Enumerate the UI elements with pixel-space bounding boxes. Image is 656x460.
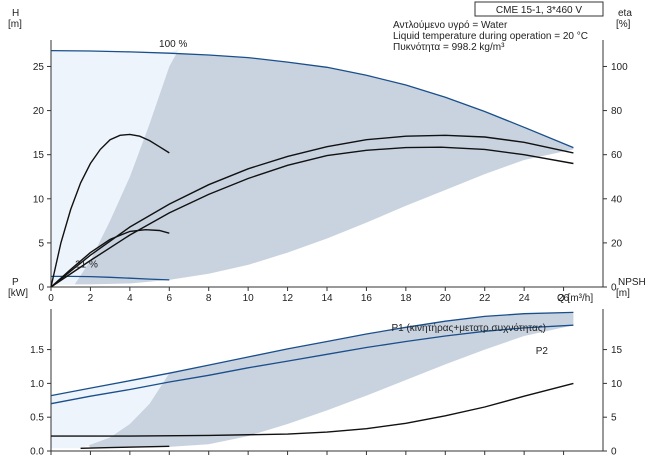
y-left-tick-label: 1.5	[30, 345, 44, 356]
x-tick-label: 18	[400, 293, 412, 304]
low-flow-region	[51, 373, 170, 449]
y-right-title: NPSH	[618, 277, 646, 288]
y-right-tick-label: 0	[611, 447, 617, 458]
y-right-unit: [%]	[616, 19, 631, 30]
y-left-tick-label: 1.0	[30, 379, 44, 390]
speed-annotation: 100 %	[159, 39, 187, 50]
x-tick-label: 10	[243, 293, 255, 304]
y-right-title: eta	[618, 8, 632, 19]
y-right-tick-label: 100	[611, 62, 628, 73]
x-tick-label: 12	[282, 293, 294, 304]
y-right-tick-label: 5	[611, 413, 617, 424]
series-line-5	[50, 228, 170, 288]
x-tick-label: 14	[321, 293, 333, 304]
y-right-tick-label: 60	[611, 150, 623, 161]
series-label-p1: P1 (κινητήρας+μετατρ.συχνότητας)	[391, 322, 546, 334]
low-flow-region	[51, 48, 180, 285]
y-left-unit: [m]	[8, 19, 22, 30]
y-left-tick-label: 10	[33, 194, 45, 205]
y-left-tick-label: 0.5	[30, 413, 44, 424]
y-right-tick-label: 0	[611, 283, 617, 294]
x-tick-label: 26	[558, 293, 570, 304]
series-line-2	[51, 382, 574, 437]
series-line-1	[51, 275, 170, 281]
y-left-tick-label: 25	[33, 62, 45, 73]
y-left-tick-label: 20	[33, 106, 45, 117]
pump-model-label: CME 15-1, 3*460 V	[496, 5, 582, 16]
series-line-3	[80, 445, 170, 449]
y-right-tick-label: 20	[611, 238, 623, 249]
operating-range-band	[51, 312, 574, 448]
series-line-1	[50, 324, 574, 405]
y-left-tick-label: 0	[38, 283, 44, 294]
x-tick-label: 4	[127, 293, 133, 304]
pump-model-box	[474, 1, 604, 17]
y-left-tick-label: 5	[38, 238, 44, 249]
y-right-tick-label: 80	[611, 106, 623, 117]
x-tick-label: 20	[440, 293, 452, 304]
y-left-title: P	[12, 277, 19, 288]
series-line-2	[50, 134, 574, 288]
speed-annotation: 21 %	[75, 260, 98, 271]
x-tick-label: 8	[206, 293, 212, 304]
fluid-info-line: Liquid temperature during operation = 20…	[393, 31, 588, 42]
x-tick-label: 6	[167, 293, 173, 304]
y-left-tick-label: 0.0	[30, 447, 44, 458]
y-left-tick-label: 15	[33, 150, 45, 161]
y-left-unit: [kW]	[8, 288, 28, 299]
x-tick-label: 24	[519, 293, 531, 304]
series-line-4	[50, 133, 170, 288]
x-tick-label: 2	[88, 293, 94, 304]
x-tick-label: 0	[48, 293, 54, 304]
series-line-0	[50, 311, 574, 397]
fluid-info-line: Πυκνότητα = 998.2 kg/m³	[393, 41, 505, 53]
y-right-tick-label: 10	[611, 379, 623, 390]
y-right-tick-label: 15	[611, 345, 623, 356]
x-axis-unit: Q [m³/h]	[557, 293, 593, 304]
power-npsh-panel: 0.0 0.5 1.0 1.5 0 5 10 15 P[kW] NPSH[m] P1 (κινητή…	[8, 277, 646, 458]
x-tick-label: 16	[361, 293, 373, 304]
y-right-tick-label: 40	[611, 194, 623, 205]
operating-range-band	[51, 50, 574, 285]
x-tick-label: 22	[479, 293, 491, 304]
y-left-title: H	[12, 8, 19, 19]
y-right-unit: [m]	[616, 288, 630, 299]
series-label-p2: P2	[536, 346, 549, 357]
fluid-info-line: Αντλούμενο υγρό = Water	[393, 19, 508, 31]
series-line-0	[50, 49, 574, 149]
